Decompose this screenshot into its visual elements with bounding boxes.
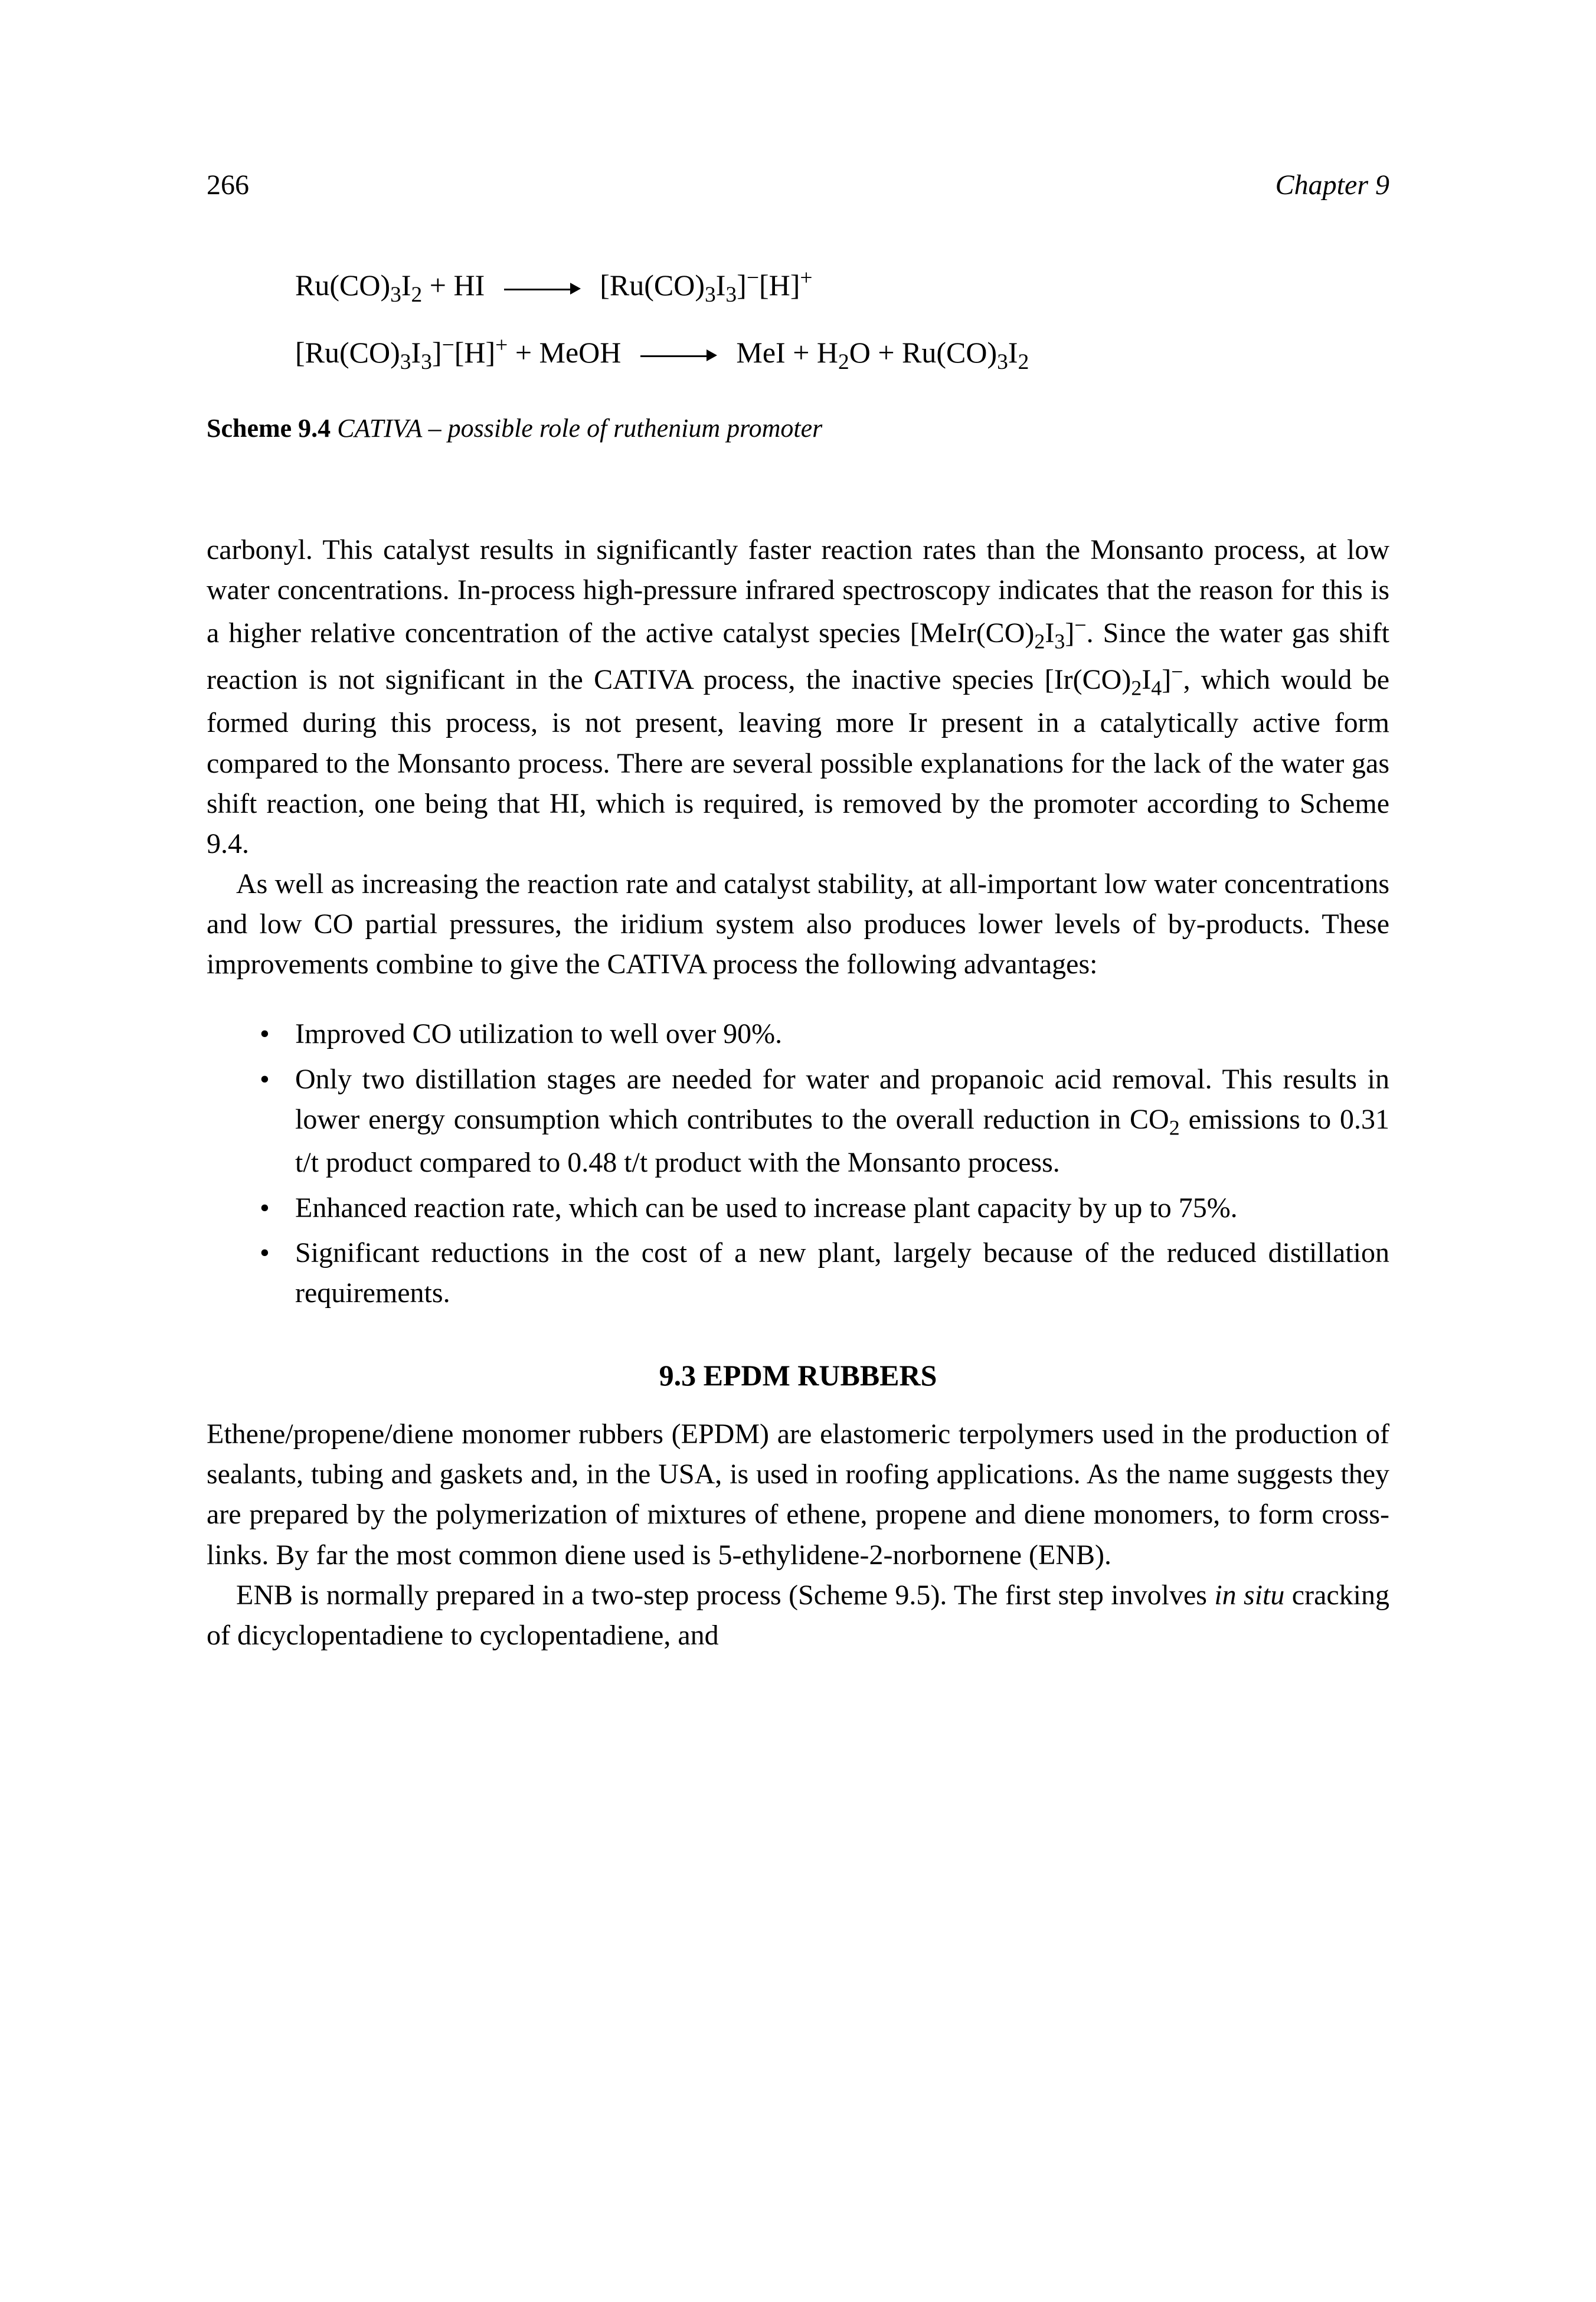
section-heading: 9.3 EPDM RUBBERS [207,1355,1389,1397]
superscript: + [495,333,508,357]
body-paragraph-2: As well as increasing the reaction rate … [207,864,1389,985]
subscript: 4 [1151,676,1162,699]
equation-2: [Ru(CO)3I3]−[H]+ + MeOH MeI + H2O + Ru(C… [295,320,1389,387]
subscript: 2 [1169,1116,1180,1139]
body-paragraph-3: Ethene/propene/diene monomer rubbers (EP… [207,1414,1389,1575]
subscript: 3 [400,350,411,374]
eq-text: Ru(CO) [295,269,390,302]
page-number: 266 [207,165,249,205]
subscript: 3 [390,283,401,307]
subscript: 2 [1018,350,1029,374]
bullet-list: Improved CO utilization to well over 90%… [260,1014,1389,1313]
eq-text: O + Ru(CO) [849,336,997,369]
paragraph-text: I [1142,664,1151,695]
list-item: Improved CO utilization to well over 90%… [260,1014,1389,1054]
eq-text: [H] [759,269,800,302]
subscript: 2 [838,350,849,374]
eq-text: [Ru(CO) [600,269,705,302]
subscript: 2 [1034,630,1045,653]
list-item: Enhanced reaction rate, which can be use… [260,1188,1389,1228]
subscript: 3 [705,283,716,307]
subscript: 3 [1054,630,1065,653]
scheme-title: CATIVA – possible role of ruthenium prom… [331,414,822,443]
subscript: 3 [997,350,1008,374]
chapter-label: Chapter 9 [1276,165,1389,205]
eq-text: + MeOH [508,336,621,369]
subscript: 3 [421,350,432,374]
eq-text: + HI [422,269,485,302]
equation-1: Ru(CO)3I2 + HI [Ru(CO)3I3]−[H]+ [295,253,1389,320]
superscript: − [442,333,454,357]
paragraph-text: ENB is normally prepared in a two-step p… [236,1580,1214,1611]
eq-text: ] [737,269,747,302]
eq-text: [H] [454,336,495,369]
scheme-equations: Ru(CO)3I2 + HI [Ru(CO)3I3]−[H]+ [Ru(CO)3… [295,253,1389,387]
subscript: 2 [1131,676,1142,699]
page-header: 266 Chapter 9 [207,165,1389,205]
eq-text: I [401,269,411,302]
subscript: 3 [725,283,737,307]
scheme-caption: Scheme 9.4 CATIVA – possible role of rut… [207,410,1389,447]
paragraph-text: ] [1162,664,1171,695]
superscript: − [1074,613,1086,637]
list-item: Only two distillation stages are needed … [260,1060,1389,1183]
eq-text: ] [432,336,442,369]
scheme-label: Scheme 9.4 [207,414,331,443]
superscript: − [747,266,759,290]
eq-text: [Ru(CO) [295,336,400,369]
paragraph-text: I [1045,617,1054,649]
eq-text: I [1008,336,1018,369]
eq-text: I [716,269,726,302]
subscript: 2 [411,283,423,307]
italic-text: in situ [1214,1580,1284,1611]
list-item: Significant reductions in the cost of a … [260,1233,1389,1313]
eq-text: I [411,336,421,369]
superscript: + [800,266,812,290]
body-paragraph-1: carbonyl. This catalyst results in signi… [207,530,1389,864]
body-paragraph-4: ENB is normally prepared in a two-step p… [207,1575,1389,1656]
paragraph-text: ] [1065,617,1074,649]
superscript: − [1171,660,1183,684]
eq-text: MeI + H [736,336,838,369]
